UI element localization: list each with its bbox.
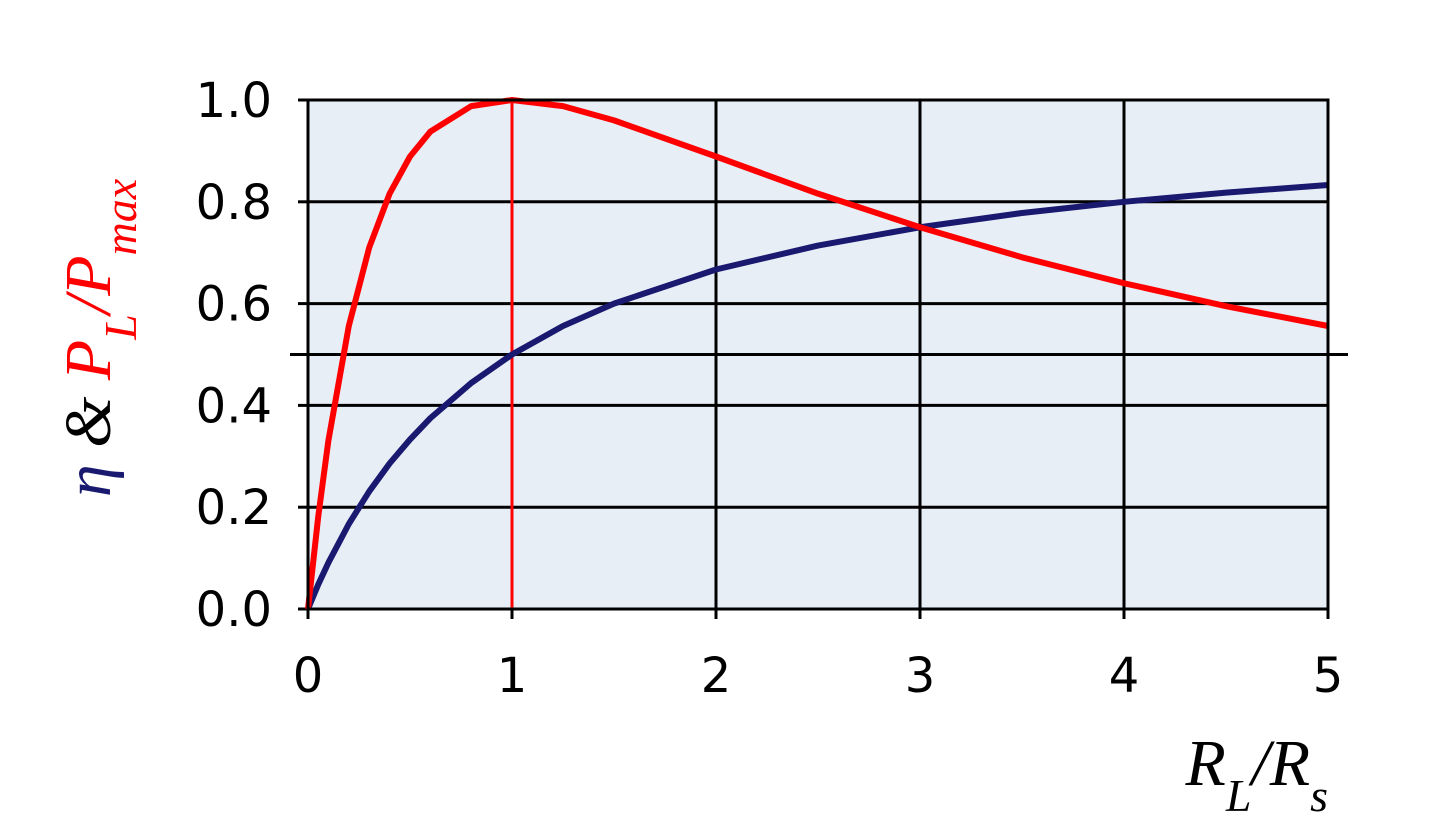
x-tick-label: 3 (905, 648, 936, 704)
y-axis-label-part: max (95, 178, 146, 255)
y-tick-label: 1.0 (196, 73, 272, 129)
x-tick-label: 5 (1313, 648, 1344, 704)
y-axis-label-part: /P (52, 255, 125, 318)
y-axis-label-part: P (52, 340, 125, 381)
y-axis-label-part: η (52, 464, 125, 497)
series-line (305, 182, 1329, 611)
x-tick-label: 0 (293, 648, 324, 704)
y-tick-label: 0.8 (196, 175, 272, 231)
x-tick-label: 2 (701, 648, 732, 704)
plot-frame (306, 98, 1330, 611)
y-tick-label: 0.4 (196, 378, 272, 434)
x-axis-label-part: L (1225, 770, 1252, 817)
y-tick-label: 0.2 (196, 480, 272, 536)
x-axis-label-part: s (1310, 770, 1328, 817)
x-axis-label-part: R (1185, 727, 1226, 800)
x-tick-label: 4 (1109, 648, 1140, 704)
y-axis-label-part: & (52, 380, 125, 464)
y-tick-label: 0.6 (196, 277, 272, 333)
y-axis-label: η & PL/Pmax (52, 178, 146, 497)
x-tick-label: 1 (497, 648, 528, 704)
x-axis-label: RL/Rs (1185, 727, 1328, 817)
y-axis-label-part: L (95, 314, 146, 341)
x-axis-label-part: /R (1247, 727, 1310, 800)
y-tick-label: 0.0 (196, 582, 272, 638)
